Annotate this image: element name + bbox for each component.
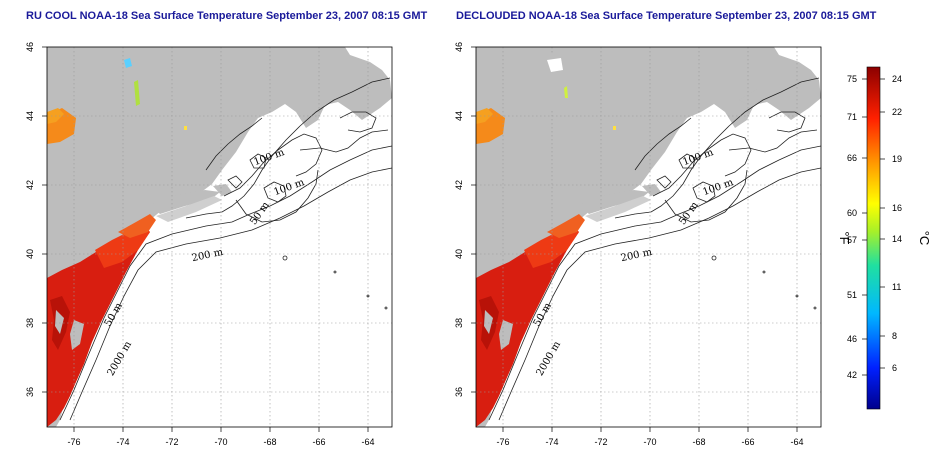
y-tick-label: 46 xyxy=(25,42,35,52)
x-tick-label: -72 xyxy=(594,437,607,447)
celsius-unit-label: °C xyxy=(917,231,932,246)
x-tick-label: -64 xyxy=(790,437,803,447)
x-tick-label: -74 xyxy=(545,437,558,447)
colorbar xyxy=(866,66,881,410)
x-tick-label: -74 xyxy=(116,437,129,447)
celsius-tick-label: 8 xyxy=(892,331,897,341)
x-tick-label: -68 xyxy=(692,437,705,447)
y-tick-label: 36 xyxy=(454,387,464,397)
x-tick-label: -76 xyxy=(67,437,80,447)
celsius-tick-label: 24 xyxy=(892,74,902,84)
x-tick-label: -70 xyxy=(643,437,656,447)
celsius-tick-label: 6 xyxy=(892,363,897,373)
y-tick-label: 46 xyxy=(454,42,464,52)
contour-label: 2000 m xyxy=(106,339,135,378)
y-tick-label: 36 xyxy=(25,387,35,397)
y-tick-label: 44 xyxy=(454,111,464,121)
fahrenheit-tick-label: 46 xyxy=(847,334,857,344)
right-map-panel xyxy=(475,46,822,428)
fahrenheit-unit-label: °F xyxy=(837,231,852,244)
celsius-tick-label: 16 xyxy=(892,203,902,213)
contour-label: 100 m xyxy=(701,177,735,198)
y-tick-label: 44 xyxy=(25,111,35,121)
y-tick-label: 42 xyxy=(25,180,35,190)
colorbar-scale xyxy=(866,66,881,410)
x-tick-label: -70 xyxy=(214,437,227,447)
contour-label: 200 m xyxy=(191,247,225,264)
contour-label: 200 m xyxy=(620,247,654,264)
fahrenheit-tick-label: 57 xyxy=(847,235,857,245)
y-tick-label: 38 xyxy=(454,318,464,328)
x-tick-label: -66 xyxy=(741,437,754,447)
left-map-panel xyxy=(46,46,393,428)
contour-label: 100 m xyxy=(272,177,306,198)
x-tick-label: -72 xyxy=(165,437,178,447)
fahrenheit-tick-label: 66 xyxy=(847,153,857,163)
celsius-tick-label: 11 xyxy=(892,282,901,292)
celsius-tick-label: 14 xyxy=(892,234,902,244)
fahrenheit-tick-label: 71 xyxy=(847,112,857,122)
left-panel-title: RU COOL NOAA-18 Sea Surface Temperature … xyxy=(26,10,428,22)
y-tick-label: 38 xyxy=(25,318,35,328)
fahrenheit-tick-label: 51 xyxy=(847,290,857,300)
contour-label: 100 m xyxy=(252,147,286,168)
celsius-tick-label: 19 xyxy=(892,154,902,164)
contour-label: 2000 m xyxy=(535,339,564,378)
right-panel-title: DECLOUDED NOAA-18 Sea Surface Temperatur… xyxy=(456,10,877,22)
contour-label: 100 m xyxy=(681,147,715,168)
fahrenheit-tick-label: 75 xyxy=(847,74,857,84)
fahrenheit-tick-label: 42 xyxy=(847,370,857,380)
x-tick-label: -76 xyxy=(496,437,509,447)
y-tick-label: 40 xyxy=(454,249,464,259)
x-tick-label: -68 xyxy=(263,437,276,447)
x-tick-label: -64 xyxy=(361,437,374,447)
y-tick-label: 40 xyxy=(25,249,35,259)
x-tick-label: -66 xyxy=(312,437,325,447)
y-tick-label: 42 xyxy=(454,180,464,190)
fahrenheit-tick-label: 60 xyxy=(847,208,857,218)
celsius-tick-label: 22 xyxy=(892,107,902,117)
